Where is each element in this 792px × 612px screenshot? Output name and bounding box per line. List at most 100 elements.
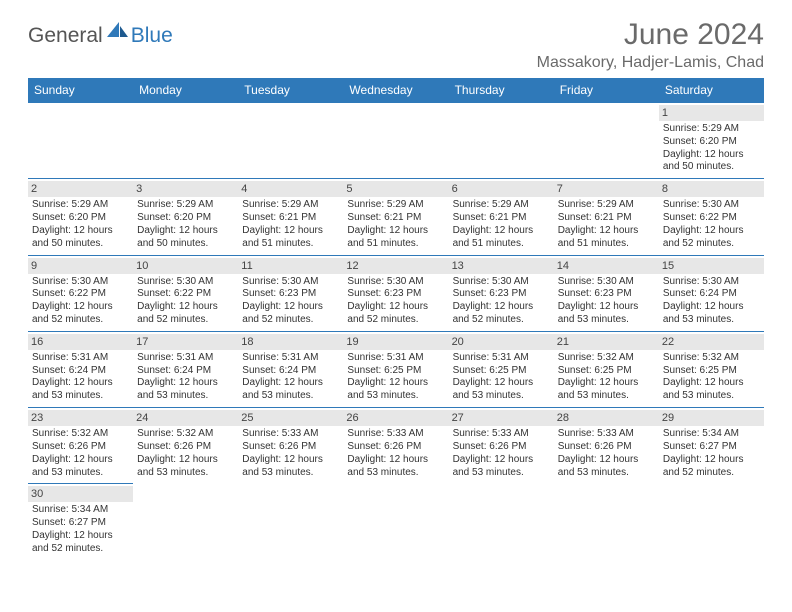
calendar-cell: 17Sunrise: 5:31 AMSunset: 6:24 PMDayligh… (133, 331, 238, 407)
calendar-cell: 28Sunrise: 5:33 AMSunset: 6:26 PMDayligh… (554, 408, 659, 484)
sunrise-line: Sunrise: 5:30 AM (347, 276, 444, 289)
sunset-line: Sunset: 6:26 PM (242, 441, 339, 454)
sunset-line: Sunset: 6:25 PM (663, 365, 760, 378)
daylight-line: Daylight: 12 hours and 53 minutes. (242, 377, 339, 403)
calendar-week: 2Sunrise: 5:29 AMSunset: 6:20 PMDaylight… (28, 179, 764, 255)
day-number: 17 (133, 334, 238, 350)
calendar-cell: 25Sunrise: 5:33 AMSunset: 6:26 PMDayligh… (238, 408, 343, 484)
month-title: June 2024 (537, 18, 764, 52)
day-number: 19 (343, 334, 448, 350)
daylight-line: Daylight: 12 hours and 53 minutes. (453, 454, 550, 480)
sunset-line: Sunset: 6:22 PM (663, 212, 760, 225)
brand-part2: Blue (131, 24, 173, 48)
sunrise-line: Sunrise: 5:29 AM (663, 123, 760, 136)
location: Massakory, Hadjer-Lamis, Chad (537, 54, 764, 72)
sunrise-line: Sunrise: 5:29 AM (137, 199, 234, 212)
calendar-cell: 9Sunrise: 5:30 AMSunset: 6:22 PMDaylight… (28, 255, 133, 331)
calendar-cell (133, 484, 238, 560)
sunset-line: Sunset: 6:26 PM (137, 441, 234, 454)
sunrise-line: Sunrise: 5:33 AM (453, 428, 550, 441)
day-number: 6 (449, 181, 554, 197)
day-number: 22 (659, 334, 764, 350)
daylight-line: Daylight: 12 hours and 52 minutes. (663, 454, 760, 480)
day-header: Tuesday (238, 78, 343, 103)
sunset-line: Sunset: 6:23 PM (558, 288, 655, 301)
day-header-row: SundayMondayTuesdayWednesdayThursdayFrid… (28, 78, 764, 103)
calendar-cell (238, 103, 343, 179)
calendar-cell: 30Sunrise: 5:34 AMSunset: 6:27 PMDayligh… (28, 484, 133, 560)
day-number: 16 (28, 334, 133, 350)
daylight-line: Daylight: 12 hours and 53 minutes. (663, 301, 760, 327)
sunset-line: Sunset: 6:23 PM (242, 288, 339, 301)
sunrise-line: Sunrise: 5:31 AM (137, 352, 234, 365)
daylight-line: Daylight: 12 hours and 52 minutes. (453, 301, 550, 327)
daylight-line: Daylight: 12 hours and 53 minutes. (663, 377, 760, 403)
sunset-line: Sunset: 6:22 PM (137, 288, 234, 301)
sunrise-line: Sunrise: 5:33 AM (347, 428, 444, 441)
sunset-line: Sunset: 6:24 PM (242, 365, 339, 378)
daylight-line: Daylight: 12 hours and 52 minutes. (137, 301, 234, 327)
calendar-cell: 11Sunrise: 5:30 AMSunset: 6:23 PMDayligh… (238, 255, 343, 331)
day-number: 1 (659, 105, 764, 121)
sunset-line: Sunset: 6:20 PM (663, 136, 760, 149)
calendar-week: 23Sunrise: 5:32 AMSunset: 6:26 PMDayligh… (28, 408, 764, 484)
calendar-week: 16Sunrise: 5:31 AMSunset: 6:24 PMDayligh… (28, 331, 764, 407)
title-block: June 2024 Massakory, Hadjer-Lamis, Chad (537, 18, 764, 72)
daylight-line: Daylight: 12 hours and 53 minutes. (453, 377, 550, 403)
day-number: 8 (659, 181, 764, 197)
sunset-line: Sunset: 6:26 PM (453, 441, 550, 454)
sunset-line: Sunset: 6:24 PM (663, 288, 760, 301)
daylight-line: Daylight: 12 hours and 51 minutes. (453, 225, 550, 251)
sunset-line: Sunset: 6:20 PM (137, 212, 234, 225)
calendar-cell: 20Sunrise: 5:31 AMSunset: 6:25 PMDayligh… (449, 331, 554, 407)
calendar-cell: 8Sunrise: 5:30 AMSunset: 6:22 PMDaylight… (659, 179, 764, 255)
daylight-line: Daylight: 12 hours and 52 minutes. (32, 530, 129, 556)
day-number: 29 (659, 410, 764, 426)
calendar-cell (449, 103, 554, 179)
daylight-line: Daylight: 12 hours and 53 minutes. (558, 301, 655, 327)
day-number: 5 (343, 181, 448, 197)
calendar-cell (659, 484, 764, 560)
daylight-line: Daylight: 12 hours and 50 minutes. (137, 225, 234, 251)
sunset-line: Sunset: 6:21 PM (242, 212, 339, 225)
calendar-cell (554, 103, 659, 179)
calendar-cell: 26Sunrise: 5:33 AMSunset: 6:26 PMDayligh… (343, 408, 448, 484)
sunrise-line: Sunrise: 5:29 AM (558, 199, 655, 212)
day-number: 2 (28, 181, 133, 197)
sunset-line: Sunset: 6:25 PM (558, 365, 655, 378)
calendar-cell: 10Sunrise: 5:30 AMSunset: 6:22 PMDayligh… (133, 255, 238, 331)
calendar-cell: 7Sunrise: 5:29 AMSunset: 6:21 PMDaylight… (554, 179, 659, 255)
daylight-line: Daylight: 12 hours and 50 minutes. (663, 149, 760, 175)
daylight-line: Daylight: 12 hours and 50 minutes. (32, 225, 129, 251)
sunrise-line: Sunrise: 5:31 AM (32, 352, 129, 365)
sunrise-line: Sunrise: 5:31 AM (347, 352, 444, 365)
sunrise-line: Sunrise: 5:32 AM (137, 428, 234, 441)
day-number: 12 (343, 258, 448, 274)
brand-part1: General (28, 24, 103, 48)
calendar-cell: 1 Sunrise: 5:29 AMSunset: 6:20 PMDaylight… (659, 103, 764, 179)
sunset-line: Sunset: 6:23 PM (453, 288, 550, 301)
day-number: 27 (449, 410, 554, 426)
day-header: Thursday (449, 78, 554, 103)
calendar-cell (554, 484, 659, 560)
sunset-line: Sunset: 6:25 PM (453, 365, 550, 378)
calendar-cell: 29Sunrise: 5:34 AMSunset: 6:27 PMDayligh… (659, 408, 764, 484)
calendar-cell (449, 484, 554, 560)
calendar-cell: 23Sunrise: 5:32 AMSunset: 6:26 PMDayligh… (28, 408, 133, 484)
day-number: 4 (238, 181, 343, 197)
sunrise-line: Sunrise: 5:30 AM (663, 199, 760, 212)
calendar-cell: 27 Sunrise: 5:33 AMSunset: 6:26 PMDayligh… (449, 408, 554, 484)
calendar-body: 1Sunrise: 5:29 AMSunset: 6:20 PMDaylight… (28, 103, 764, 560)
calendar-week: 1 Sunrise: 5:29 AMSunset: 6:20 PMDaylight… (28, 103, 764, 179)
sunrise-line: Sunrise: 5:34 AM (663, 428, 760, 441)
sunset-line: Sunset: 6:24 PM (137, 365, 234, 378)
daylight-line: Daylight: 12 hours and 53 minutes. (32, 377, 129, 403)
calendar-table: SundayMondayTuesdayWednesdayThursdayFrid… (28, 78, 764, 560)
sunset-line: Sunset: 6:26 PM (347, 441, 444, 454)
daylight-line: Daylight: 12 hours and 51 minutes. (242, 225, 339, 251)
daylight-line: Daylight: 12 hours and 52 minutes. (32, 301, 129, 327)
calendar-week: 9Sunrise: 5:30 AMSunset: 6:22 PMDaylight… (28, 255, 764, 331)
calendar-cell: 3Sunrise: 5:29 AMSunset: 6:20 PMDaylight… (133, 179, 238, 255)
sunrise-line: Sunrise: 5:31 AM (453, 352, 550, 365)
calendar-cell: 18Sunrise: 5:31 AMSunset: 6:24 PMDayligh… (238, 331, 343, 407)
